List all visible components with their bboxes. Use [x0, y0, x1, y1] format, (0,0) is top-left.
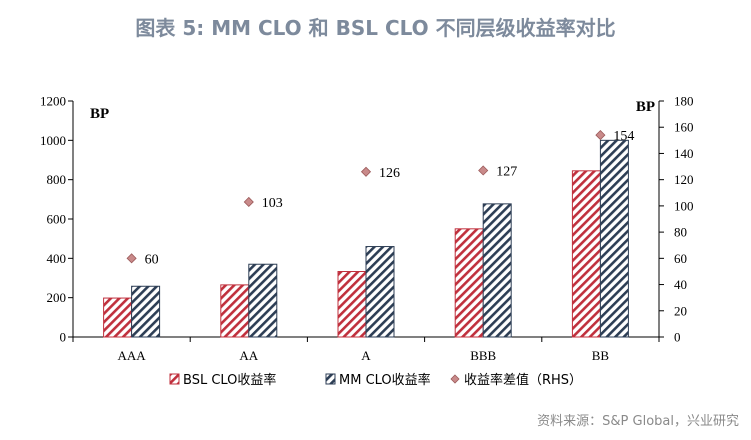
difference-point [595, 130, 606, 141]
mm-clo-bar [131, 285, 161, 338]
right-tick-label: 60 [674, 251, 687, 266]
mm-clo-bar [482, 203, 512, 338]
difference-point [126, 253, 137, 264]
bsl-clo-bar [454, 228, 484, 338]
right-axis-unit: BP [636, 99, 655, 115]
right-tick-label: 0 [674, 330, 681, 345]
legend-label: MM CLO收益率 [339, 372, 431, 388]
right-tick-label: 120 [674, 172, 694, 187]
bsl-clo-bar [220, 284, 250, 338]
mm-clo-bar [365, 246, 395, 338]
difference-points [126, 130, 606, 264]
left-tick-label: 1000 [40, 133, 66, 148]
source-note: 资料来源：S&P Global，兴业研究 [537, 414, 739, 429]
legend: BSL CLO收益率 MM CLO收益率 收益率差值（RHS） [169, 372, 582, 388]
right-tick-label: 20 [674, 303, 687, 318]
right-tick-label: 180 [674, 94, 694, 109]
left-axis-unit: BP [90, 106, 109, 122]
x-tick-label: AA [239, 348, 258, 363]
chart-title: 图表 5: MM CLO 和 BSL CLO 不同层级收益率对比 [135, 16, 616, 40]
legend-swatch [450, 374, 460, 384]
legend-item-mm-clo: MM CLO收益率 [325, 372, 431, 388]
left-tick-label: 0 [60, 330, 67, 345]
left-tick-label: 400 [47, 251, 67, 266]
legend-label: BSL CLO收益率 [183, 372, 276, 388]
left-tick-label: 200 [47, 290, 67, 305]
right-tick-label: 160 [674, 120, 694, 135]
difference-point [360, 166, 372, 177]
difference-data-label: 60 [145, 252, 159, 267]
legend-swatch [169, 373, 180, 385]
right-tick-label: 40 [674, 277, 687, 292]
x-tick-label: BBB [470, 348, 496, 363]
bsl-clo-bar [337, 271, 367, 338]
difference-data-label: 126 [379, 166, 400, 181]
legend-item-bsl-clo: BSL CLO收益率 [169, 372, 276, 388]
left-tick-label: 600 [47, 212, 67, 227]
legend-swatch [325, 373, 336, 385]
labels: 60 103 126 127 154 [145, 129, 635, 267]
difference-point [243, 196, 254, 208]
difference-data-label: 103 [262, 196, 283, 211]
difference-data-label: 154 [613, 129, 634, 144]
x-tick-label: BB [592, 348, 610, 363]
right-tick-label: 80 [674, 225, 687, 240]
legend-label: 收益率差值（RHS） [464, 372, 582, 388]
left-tick-label: 1200 [40, 94, 66, 109]
bars [103, 139, 629, 338]
axes: 0 200 400 600 800 1000 1200 0 20 40 60 80 100 120 140 1… [40, 94, 694, 364]
right-tick-label: 100 [674, 198, 694, 213]
bsl-clo-bar [103, 297, 133, 338]
mm-clo-bar [248, 263, 278, 338]
difference-point [478, 165, 489, 176]
legend-item-difference: 收益率差值（RHS） [450, 372, 582, 388]
bsl-clo-bar [571, 170, 601, 338]
left-tick-label: 800 [47, 172, 67, 187]
x-tick-label: A [361, 348, 371, 363]
x-tick-label: AAA [118, 348, 147, 363]
right-tick-label: 140 [674, 146, 694, 161]
difference-data-label: 127 [496, 164, 517, 179]
mm-clo-bar [599, 139, 629, 338]
